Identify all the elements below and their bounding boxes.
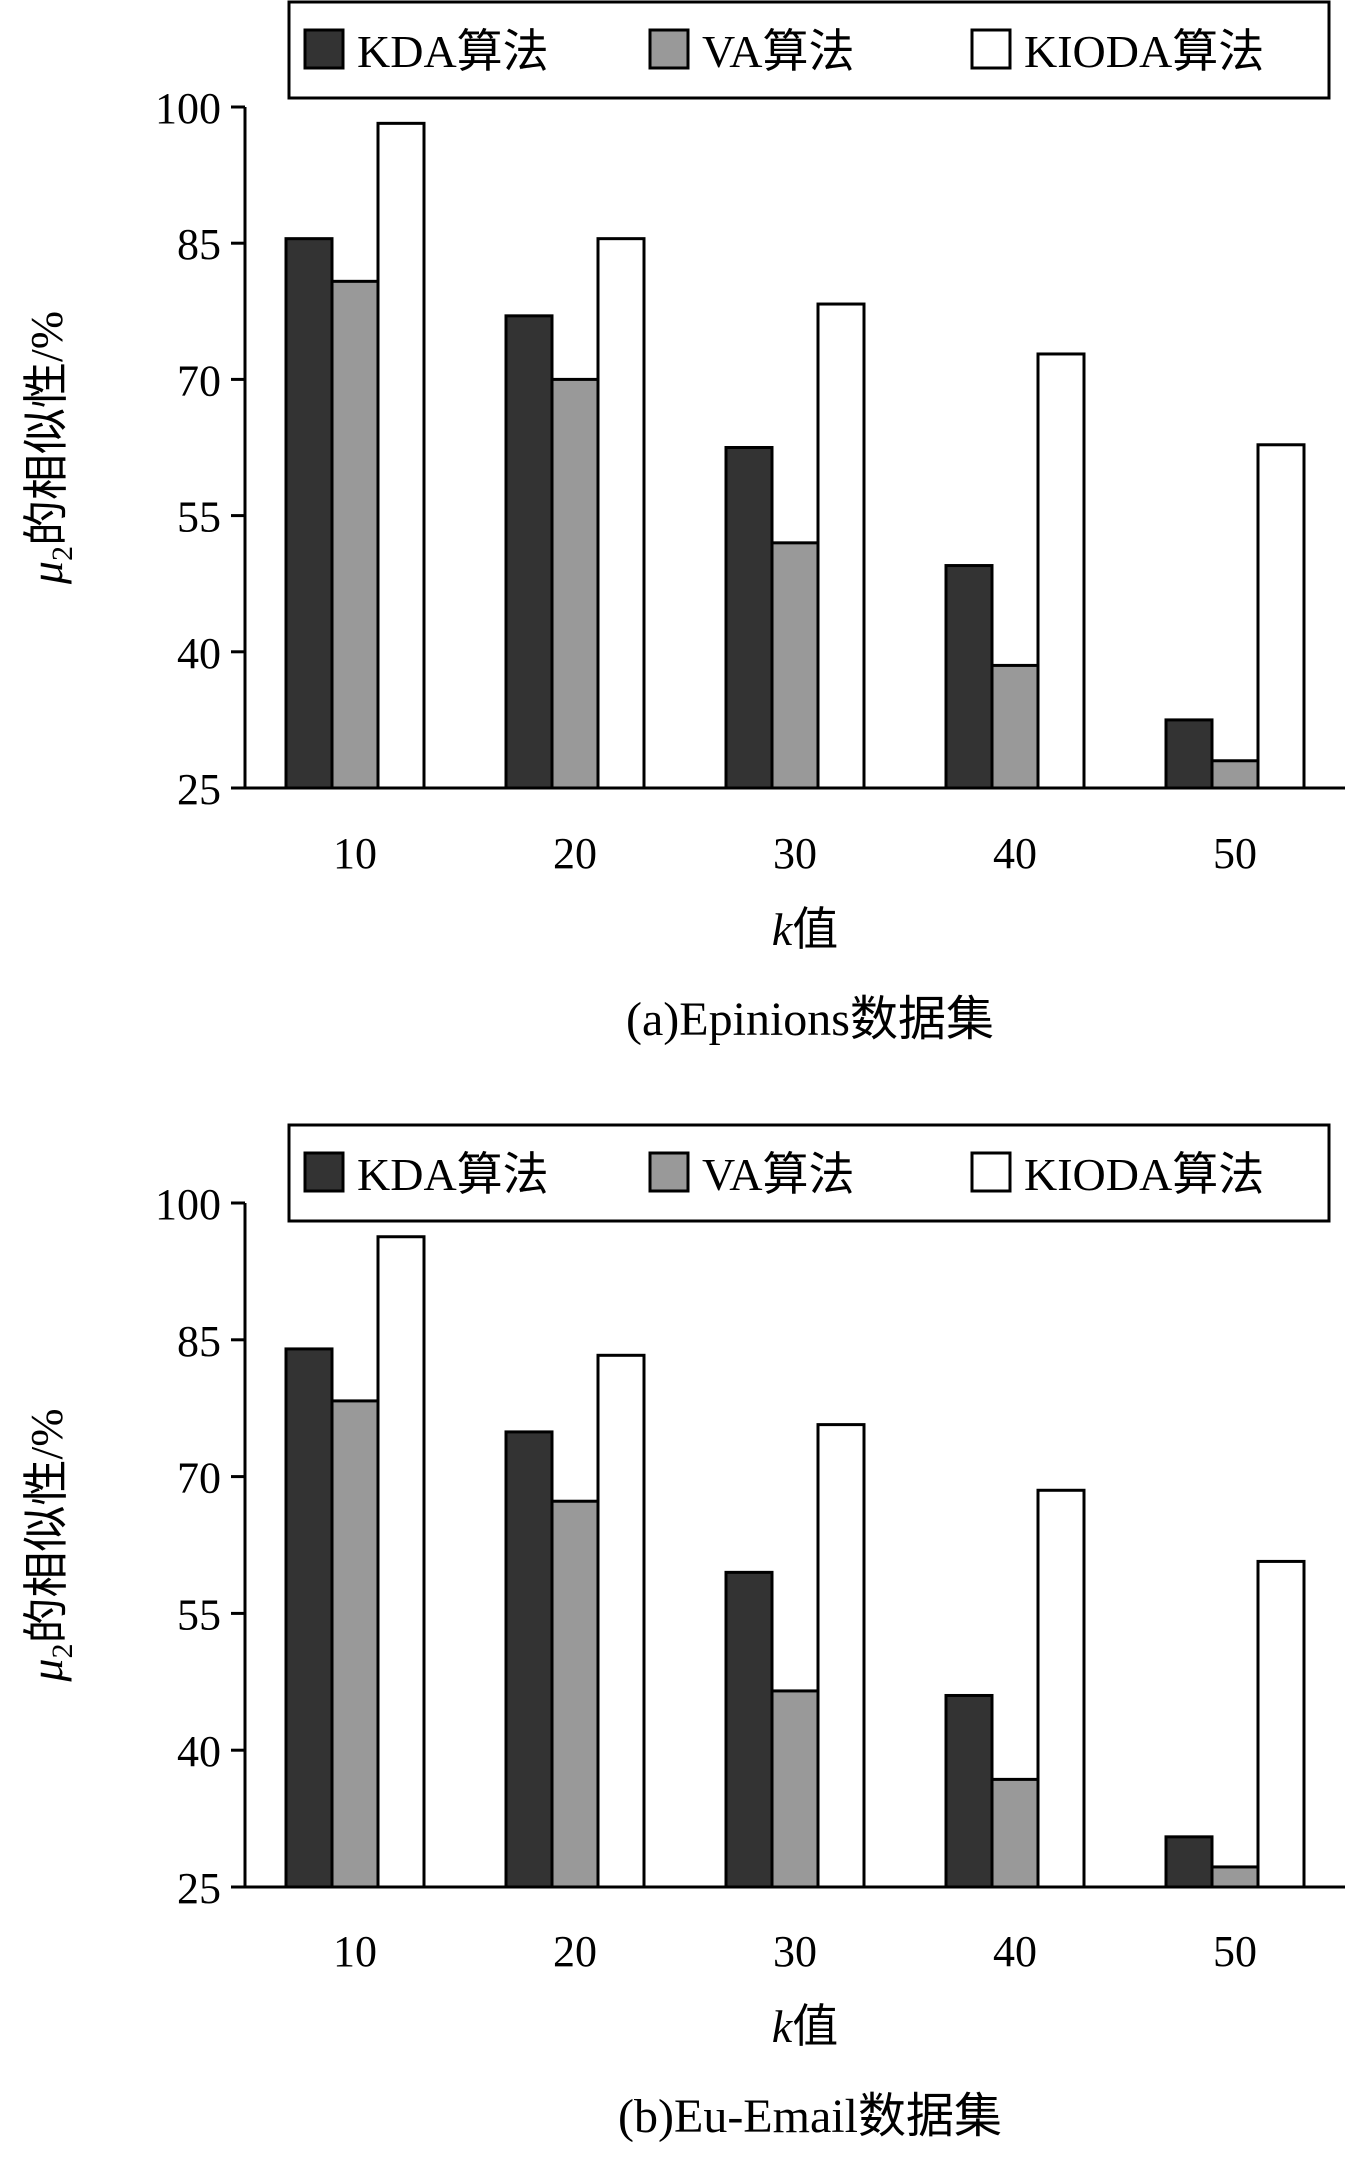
- legend-label-1: KDA算法: [357, 1149, 549, 1200]
- x-tick-label: 40: [993, 1927, 1037, 1976]
- bar-3-40: [1036, 1488, 1086, 1889]
- bar-2-40: [990, 1777, 1040, 1889]
- legend-box: [287, 1123, 1331, 1223]
- chart-panel-1: 25 40 55 70 85 100 10 20 30 40 50 KDA算法 VA算法 KIODA算法 k…: [21, 0, 1345, 1046]
- bar-3-50: [1256, 443, 1306, 790]
- y-tick-label: 40: [177, 1727, 221, 1776]
- bar-1-40: [944, 564, 994, 790]
- y-axis-title: μ2的相似性/%: [21, 311, 79, 585]
- legend-swatch-2: [648, 28, 690, 70]
- x-axis-title: k值: [772, 904, 838, 955]
- legend-label-3: KIODA算法: [1024, 26, 1264, 77]
- bar-3-10: [376, 1235, 426, 1889]
- bar-1-50: [1164, 718, 1214, 790]
- legend: KDA算法 VA算法 KIODA算法: [287, 1123, 1331, 1223]
- bar-1-10: [284, 1347, 334, 1889]
- legend-swatch-1: [303, 1151, 345, 1193]
- bar-2-50: [1210, 759, 1260, 790]
- bar-2-30: [770, 1689, 820, 1889]
- legend-swatch-2: [648, 1151, 690, 1193]
- legend: KDA算法 VA算法 KIODA算法: [287, 0, 1331, 100]
- bar-2-10: [330, 1399, 380, 1889]
- bar-3-40: [1036, 352, 1086, 790]
- bar-3-50: [1256, 1559, 1306, 1889]
- bar-1-40: [944, 1693, 994, 1889]
- bar-2-10: [330, 279, 380, 790]
- chart-caption: (a)Epinions数据集: [626, 993, 994, 1046]
- legend-swatch-1: [303, 28, 345, 70]
- y-tick-label: 85: [177, 220, 221, 269]
- bar-3-10: [376, 121, 426, 790]
- bar-2-20: [550, 377, 600, 790]
- y-tick-label: 100: [155, 1180, 221, 1229]
- bar-1-30: [724, 446, 774, 790]
- x-tick-label: 50: [1213, 1927, 1257, 1976]
- bar-3-30: [816, 1423, 866, 1889]
- legend-label-2: VA算法: [702, 1149, 855, 1200]
- y-tick-label: 85: [177, 1317, 221, 1366]
- bar-3-20: [596, 237, 646, 790]
- legend-label-1: KDA算法: [357, 26, 549, 77]
- y-tick-label: 55: [177, 1590, 221, 1639]
- bar-1-20: [504, 314, 554, 790]
- bar-2-20: [550, 1499, 600, 1889]
- x-tick-label: 10: [333, 829, 377, 878]
- x-tick-label: 40: [993, 829, 1037, 878]
- x-tick-label: 30: [773, 829, 817, 878]
- bar-2-50: [1210, 1865, 1260, 1889]
- y-tick-label: 25: [177, 1864, 221, 1913]
- bar-1-20: [504, 1430, 554, 1889]
- x-tick-label: 10: [333, 1927, 377, 1976]
- bar-3-20: [596, 1353, 646, 1889]
- legend-label-3: KIODA算法: [1024, 1149, 1264, 1200]
- legend-box: [287, 0, 1331, 100]
- y-tick-label: 100: [155, 84, 221, 133]
- x-tick-label: 20: [553, 1927, 597, 1976]
- y-tick-label: 55: [177, 493, 221, 542]
- bar-1-30: [724, 1570, 774, 1889]
- bar-1-50: [1164, 1835, 1214, 1889]
- x-tick-label: 50: [1213, 829, 1257, 878]
- x-tick-label: 20: [553, 829, 597, 878]
- y-tick-label: 40: [177, 629, 221, 678]
- y-axis-title: μ2的相似性/%: [21, 1408, 79, 1682]
- y-tick-label: 70: [177, 356, 221, 405]
- chart-caption: (b)Eu-Email数据集: [618, 2090, 1002, 2143]
- y-tick-label: 70: [177, 1454, 221, 1503]
- bar-2-30: [770, 541, 820, 790]
- y-tick-label: 25: [177, 765, 221, 814]
- legend-swatch-3: [970, 1151, 1012, 1193]
- bar-3-30: [816, 302, 866, 790]
- x-axis-title: k值: [772, 2001, 838, 2052]
- bar-1-10: [284, 237, 334, 790]
- legend-swatch-3: [970, 28, 1012, 70]
- legend-label-2: VA算法: [702, 26, 855, 77]
- x-tick-label: 30: [773, 1927, 817, 1976]
- chart-panel-2: 25 40 55 70 85 100 10 20 30 40 50 KDA算法 VA算法 KIODA算法 k…: [21, 1123, 1345, 2143]
- bar-2-40: [990, 663, 1040, 790]
